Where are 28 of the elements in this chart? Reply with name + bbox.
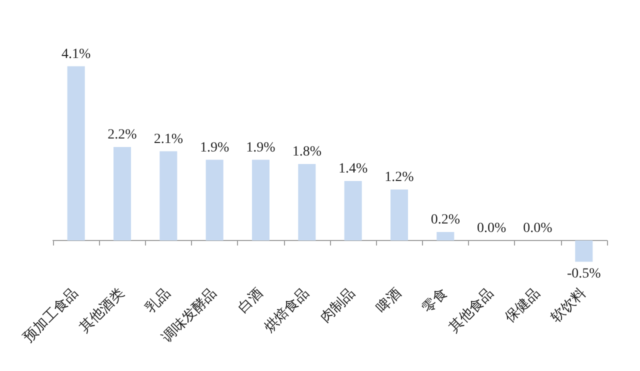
bar <box>298 164 316 240</box>
bar <box>575 240 593 262</box>
x-tick-label: 啤酒 <box>373 284 405 316</box>
data-label: 1.4% <box>338 162 368 176</box>
data-label: 0.0% <box>476 221 506 236</box>
data-label: -0.5% <box>567 266 602 282</box>
bar <box>113 147 132 240</box>
bar <box>390 190 408 240</box>
data-label: 2.1% <box>154 132 184 147</box>
bar <box>252 160 270 240</box>
x-tick-label: 乳品 <box>142 284 174 316</box>
data-label: 1.9% <box>200 140 230 156</box>
x-tick-label: 软饮料 <box>548 284 590 326</box>
bar <box>67 66 85 240</box>
x-tick-label: 白酒 <box>234 284 266 316</box>
data-label: 1.8% <box>292 144 322 160</box>
x-tick-label: 肉制品 <box>317 284 358 326</box>
data-label: 0.0% <box>523 221 553 236</box>
bar <box>206 160 224 240</box>
data-label: 2.2% <box>108 128 138 142</box>
bar <box>160 151 178 240</box>
data-label: 1.9% <box>246 140 276 156</box>
data-label: 1.2% <box>384 170 414 185</box>
data-label: 4.1% <box>61 46 91 62</box>
data-label: 0.2% <box>430 212 460 228</box>
bar <box>344 181 362 240</box>
x-tick-label: 保健品 <box>502 284 544 326</box>
bar <box>436 232 454 240</box>
